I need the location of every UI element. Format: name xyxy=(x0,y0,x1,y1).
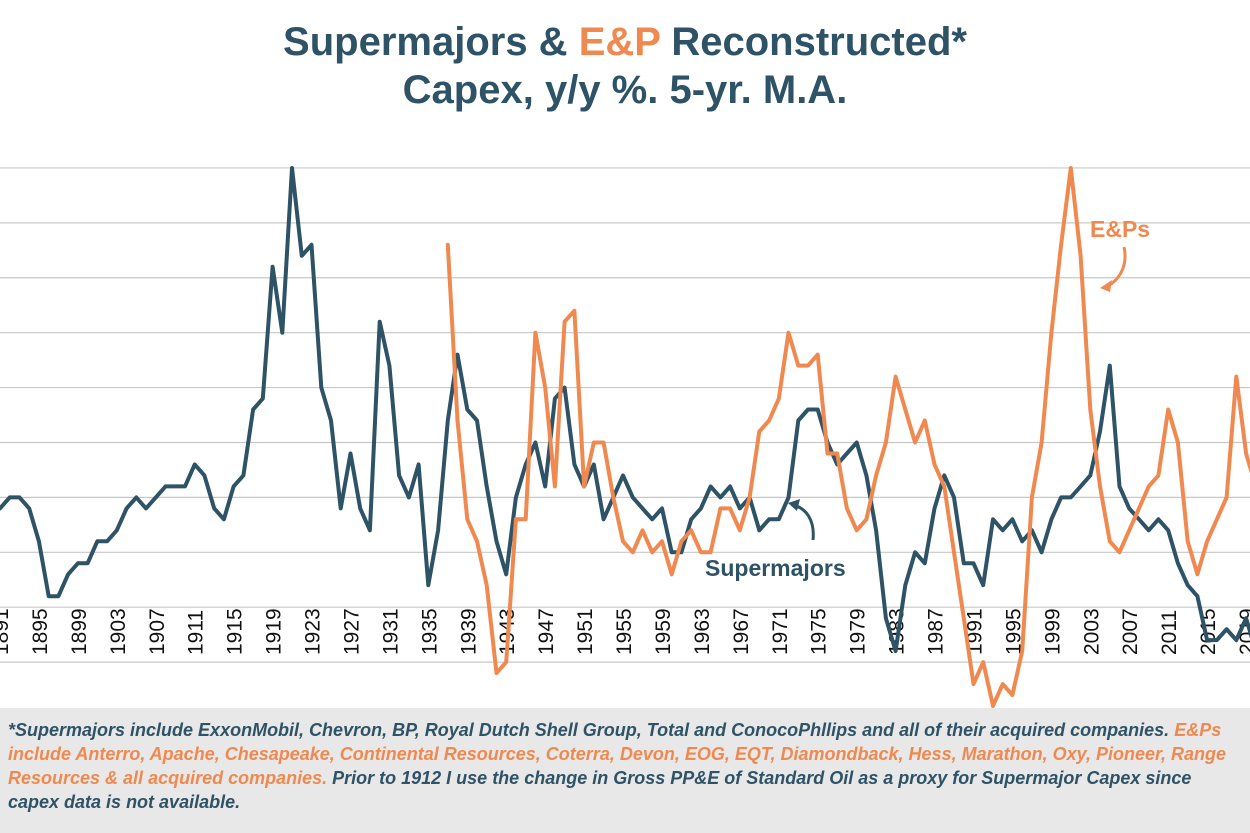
annotation-supermajors-label: Supermajors xyxy=(705,555,846,581)
annotation-eps-arrowhead xyxy=(1100,280,1112,292)
x-tick-label-1903: 1903 xyxy=(107,608,130,655)
footnote-rest: Prior to 1912 I use the change in Gross … xyxy=(8,768,1192,812)
x-tick-label-2011: 2011 xyxy=(1158,610,1181,655)
x-tick-label-1995: 1995 xyxy=(1002,608,1025,655)
annotations: E&Ps Supermajors xyxy=(705,216,1150,581)
footnote-eps: E&Ps include Anterro, Apache, Chesapeake… xyxy=(8,720,1226,788)
x-tick-label-1955: 1955 xyxy=(613,608,636,655)
x-tick-label-1919: 1919 xyxy=(263,608,286,655)
x-tick-label-1959: 1959 xyxy=(652,608,675,655)
x-tick-label-1931: 1931 xyxy=(379,608,402,655)
x-tick-label-1899: 1899 xyxy=(68,608,91,655)
x-axis-tick-labels: 1891 1895 1899 1903 1907 1911 1915 1919 1923 1927… xyxy=(0,608,1250,655)
title-line-2: Capex, y/y %. 5-yr. M.A. xyxy=(402,68,848,112)
annotation-eps-label: E&Ps xyxy=(1090,216,1150,242)
x-tick-label-2007: 2007 xyxy=(1119,608,1142,655)
x-tick-label-1979: 1979 xyxy=(847,608,870,655)
x-tick-label-1923: 1923 xyxy=(302,608,325,655)
x-tick-label-1935: 1935 xyxy=(418,608,441,655)
series-lines xyxy=(0,166,1250,708)
x-tick-label-1975: 1975 xyxy=(808,608,831,655)
x-tick-label-1947: 1947 xyxy=(535,608,558,655)
x-tick-label-1907: 1907 xyxy=(146,608,169,655)
x-tick-label-1971: 1971 xyxy=(769,608,792,655)
annotation-supermajors-arrowhead xyxy=(788,499,800,511)
x-tick-label-1895: 1895 xyxy=(29,608,52,655)
gridlines xyxy=(0,167,1250,718)
footnote-supermajors: *Supermajors include ExxonMobil, Chevron… xyxy=(8,720,1170,740)
x-tick-label-2003: 2003 xyxy=(1080,608,1103,655)
series-line-e-ps xyxy=(445,166,1250,708)
title-accent-ep: E&P xyxy=(578,20,661,64)
x-tick-label-1927: 1927 xyxy=(341,608,364,655)
x-tick-label-1999: 1999 xyxy=(1041,608,1064,655)
title-line-1: Supermajors & E&P Reconstructed* xyxy=(0,18,1250,66)
x-tick-label-1911: 1911 xyxy=(185,610,208,655)
footnote: *Supermajors include ExxonMobil, Chevron… xyxy=(0,708,1250,833)
title-part-1: Supermajors & xyxy=(283,20,579,64)
x-tick-label-1891: 1891 xyxy=(0,608,13,655)
x-tick-label-1987: 1987 xyxy=(925,608,948,655)
x-tick-label-1939: 1939 xyxy=(457,608,480,655)
series-line-supermajors xyxy=(0,166,1250,654)
x-tick-label-1963: 1963 xyxy=(691,608,714,655)
x-tick-label-1915: 1915 xyxy=(224,608,247,655)
chart-title: Supermajors & E&P Reconstructed* Capex, … xyxy=(0,18,1250,114)
title-part-2: Reconstructed* xyxy=(660,20,967,64)
annotation-supermajors-arrow xyxy=(792,503,815,541)
x-tick-label-1967: 1967 xyxy=(730,608,753,655)
x-tick-label-1951: 1951 xyxy=(574,608,597,655)
annotation-eps-arrow xyxy=(1105,246,1127,289)
